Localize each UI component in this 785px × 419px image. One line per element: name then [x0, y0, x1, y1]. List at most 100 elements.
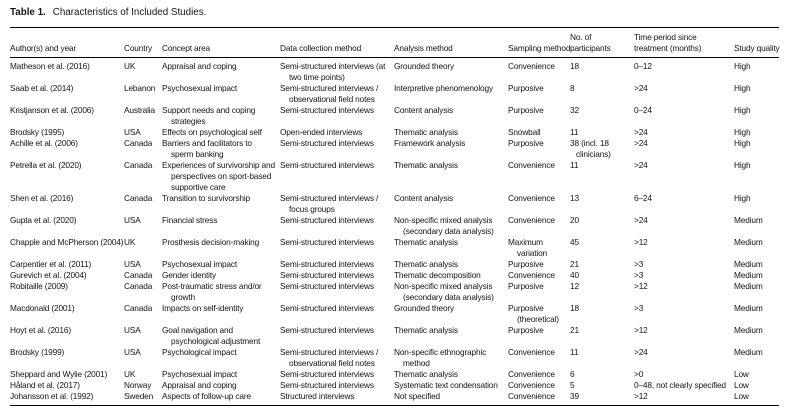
- cell-sampling-method: Convenience: [508, 369, 555, 379]
- table-row: Macdonald (2001) Canada Impacts on self-id…: [10, 303, 779, 325]
- cell-country: Sweden: [124, 391, 154, 401]
- cell-country: USA: [124, 259, 141, 269]
- column-header-data-collection-method: Data collection method: [280, 27, 394, 58]
- cell-analysis-method: Thematic analysis: [394, 369, 458, 379]
- cell-sampling-method: Purposive (theoretical): [508, 303, 559, 324]
- cell-sampling-method: Maximum variation: [508, 237, 548, 258]
- cell-country: Australia: [124, 105, 155, 115]
- column-header-analysis-method: Analysis method: [394, 27, 508, 58]
- cell-time-period: >24: [634, 83, 648, 93]
- cell-time-period: 0–12: [634, 61, 652, 71]
- cell-concept-area: Barriers and facilitators to sperm banki…: [162, 138, 252, 159]
- cell-analysis-method: Thematic analysis: [394, 259, 458, 269]
- cell-country: Canada: [124, 138, 153, 148]
- cell-author-year: Petrella et al. (2020): [10, 160, 82, 170]
- cell-data-collection-method: Semi-structured interviews: [280, 303, 374, 313]
- table-number-label: Table 1.: [10, 7, 46, 18]
- table-row: Johansson et al. (1992) Sweden Aspects of …: [10, 391, 779, 406]
- cell-analysis-method: Not specified: [394, 391, 441, 401]
- cell-author-year: Gurevich et al. (2004): [10, 270, 87, 280]
- cell-time-period: 6–24: [634, 193, 652, 203]
- cell-time-period: >3: [634, 270, 644, 280]
- cell-analysis-method: Non-specific mixed analysis (secondary d…: [394, 215, 494, 236]
- cell-concept-area: Appraisal and coping: [162, 61, 237, 71]
- cell-data-collection-method: Semi-structured interviews: [280, 138, 374, 148]
- table-row: Shen et al. (2016) Canada Transition to su…: [10, 193, 779, 215]
- cell-data-collection-method: Semi-structured interviews / observation…: [280, 83, 379, 104]
- cell-concept-area: Financial stress: [162, 215, 218, 225]
- cell-analysis-method: Framework analysis: [394, 138, 466, 148]
- cell-study-quality: Medium: [734, 281, 763, 291]
- cell-data-collection-method: Semi-structured interviews: [280, 237, 374, 247]
- cell-concept-area: Experiences of survivorship and perspect…: [162, 160, 275, 192]
- cell-author-year: Hoyt et al. (2016): [10, 325, 71, 335]
- cell-participants: 20: [570, 215, 579, 225]
- cell-data-collection-method: Semi-structured interviews / observation…: [280, 347, 379, 368]
- cell-sampling-method: Purposive: [508, 83, 544, 93]
- cell-author-year: Robitaille (2009): [10, 281, 68, 291]
- cell-country: Canada: [124, 281, 153, 291]
- cell-data-collection-method: Semi-structured interviews: [280, 160, 374, 170]
- cell-analysis-method: Content analysis: [394, 193, 453, 203]
- included-studies-table: Author(s) and year Country Concept area Dat…: [10, 27, 780, 406]
- cell-study-quality: High: [734, 138, 751, 148]
- table-body: Matheson et al. (2016) UK Appraisal and co…: [10, 58, 779, 406]
- cell-study-quality: High: [734, 83, 751, 93]
- cell-concept-area: Impacts on self-identity: [162, 303, 244, 313]
- cell-participants: 11: [570, 127, 579, 137]
- cell-sampling-method: Purposive: [508, 138, 544, 148]
- table-title: Table 1. Characteristics of Included Stud…: [10, 7, 779, 19]
- table-header: Author(s) and year Country Concept area Dat…: [10, 27, 780, 58]
- cell-concept-area: Post-traumatic stress and/or growth: [162, 281, 262, 302]
- cell-concept-area: Gender identity: [162, 270, 217, 280]
- table-row: Matheson et al. (2016) UK Appraisal and co…: [10, 58, 779, 84]
- cell-sampling-method: Purposive: [508, 325, 544, 335]
- cell-data-collection-method: Structured interviews: [280, 391, 355, 401]
- cell-participants: 13: [570, 193, 579, 203]
- table-row: Brodsky (1995) USA Effects on psychologica…: [10, 127, 779, 138]
- cell-country: UK: [124, 61, 136, 71]
- cell-country: Norway: [124, 380, 152, 390]
- table-row: Petrella et al. (2020) Canada Experiences …: [10, 160, 779, 193]
- cell-time-period: 0–24: [634, 105, 652, 115]
- cell-time-period: 0–48, not clearly specified: [634, 380, 726, 390]
- column-header-sampling-method: Sampling method: [508, 27, 570, 58]
- table-row: Chapple and McPherson (2004) UK Prosthesis…: [10, 237, 779, 259]
- cell-data-collection-method: Semi-structured interviews (at two time …: [280, 61, 386, 82]
- cell-time-period: >12: [634, 325, 648, 335]
- cell-author-year: Saab et al. (2014): [10, 83, 74, 93]
- table-row: Sheppard and Wylie (2001) UK Psychosexual …: [10, 369, 779, 380]
- table-title-text: Characteristics of Included Studies.: [52, 7, 207, 18]
- cell-analysis-method: Thematic analysis: [394, 325, 458, 335]
- cell-participants: 21: [570, 325, 579, 335]
- cell-data-collection-method: Semi-structured interviews / focus group…: [280, 193, 379, 214]
- cell-sampling-method: Purposive: [508, 105, 544, 115]
- cell-concept-area: Appraisal and coping: [162, 380, 237, 390]
- cell-time-period: >12: [634, 237, 648, 247]
- cell-author-year: Carpentier et al. (2011): [10, 259, 92, 269]
- cell-time-period: >0: [634, 369, 644, 379]
- cell-participants: 18: [570, 61, 579, 71]
- cell-concept-area: Psychosexual impact: [162, 369, 238, 379]
- cell-author-year: Brodsky (1999): [10, 347, 65, 357]
- cell-data-collection-method: Semi-structured interviews: [280, 281, 374, 291]
- cell-concept-area: Goal navigation and psychological adjust…: [162, 325, 261, 346]
- cell-sampling-method: Convenience: [508, 215, 555, 225]
- cell-author-year: Kristjanson et al. (2006): [10, 105, 94, 115]
- table-row: Saab et al. (2014) Lebanon Psychosexual im…: [10, 83, 779, 105]
- cell-sampling-method: Purposive: [508, 281, 544, 291]
- cell-participants: 5: [570, 380, 575, 390]
- cell-country: UK: [124, 237, 136, 247]
- cell-country: Canada: [124, 270, 153, 280]
- cell-concept-area: Prosthesis decision-making: [162, 237, 260, 247]
- cell-study-quality: Low: [734, 380, 749, 390]
- cell-author-year: Achille et al. (2006): [10, 138, 78, 148]
- cell-concept-area: Support needs and coping strategies: [162, 105, 256, 126]
- cell-concept-area: Psychosexual impact: [162, 259, 238, 269]
- cell-concept-area: Psychosexual impact: [162, 83, 238, 93]
- cell-participants: 21: [570, 259, 579, 269]
- cell-country: Canada: [124, 303, 153, 313]
- cell-data-collection-method: Semi-structured interviews: [280, 215, 374, 225]
- cell-data-collection-method: Semi-structured interviews: [280, 270, 374, 280]
- cell-analysis-method: Grounded theory: [394, 61, 455, 71]
